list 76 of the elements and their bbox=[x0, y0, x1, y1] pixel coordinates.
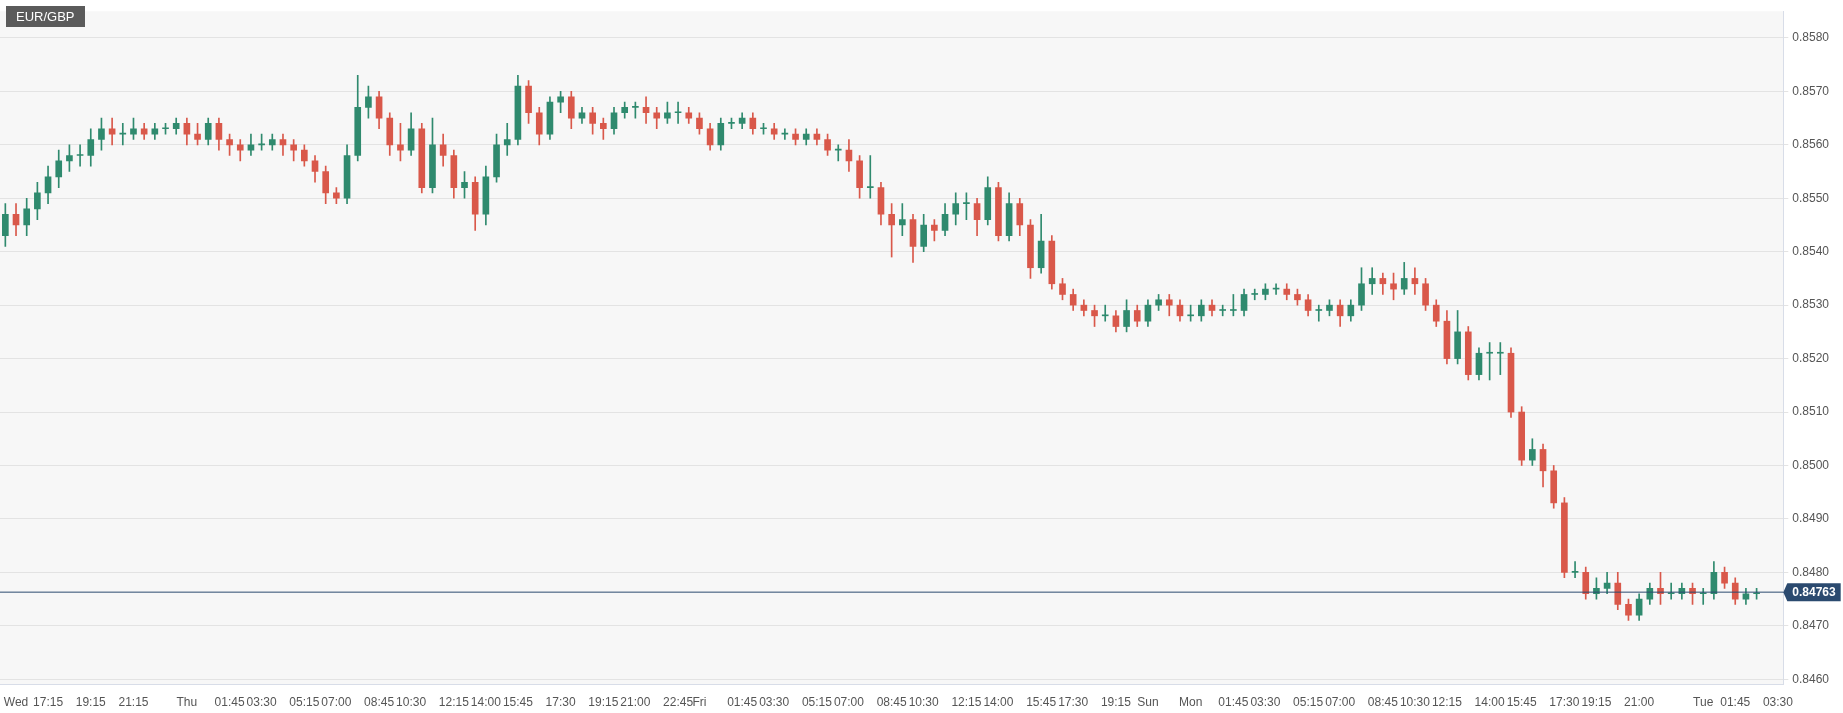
x-tick-label: Tue bbox=[1693, 695, 1714, 710]
x-tick-label: 17:30 bbox=[1549, 695, 1580, 710]
candlestick bbox=[1571, 561, 1579, 579]
x-tick-label: 07:00 bbox=[321, 695, 352, 710]
x-tick-label: 19:15 bbox=[1581, 695, 1612, 710]
x-tick-label: Fri bbox=[692, 695, 707, 710]
candlestick bbox=[866, 155, 874, 199]
x-tick-label: 01:45 bbox=[1218, 695, 1249, 710]
x-tick-label: 10:30 bbox=[396, 695, 427, 710]
chart-title: EUR/GBP bbox=[6, 6, 85, 27]
x-tick-label: 07:00 bbox=[1325, 695, 1356, 710]
x-tick-label: 15:45 bbox=[1026, 695, 1057, 710]
x-tick-label: 14:00 bbox=[470, 695, 502, 710]
candlestick bbox=[76, 144, 84, 167]
x-tick-label: 21:00 bbox=[1624, 695, 1655, 710]
x-tick-label: 03:30 bbox=[1250, 695, 1281, 710]
candlestick bbox=[503, 123, 511, 156]
x-tick-label: 01:45 bbox=[1720, 695, 1751, 710]
x-tick-label: 12:15 bbox=[1431, 695, 1463, 710]
y-tick-label: 0.8480 bbox=[1792, 564, 1830, 579]
candlestick bbox=[899, 203, 906, 236]
y-tick-label: 0.8570 bbox=[1792, 83, 1830, 98]
x-tick-label: 17:15 bbox=[33, 695, 64, 710]
x-tick-label: 03:30 bbox=[759, 695, 790, 710]
y-tick-label: 0.8540 bbox=[1792, 244, 1830, 259]
x-tick-label: 15:45 bbox=[1506, 695, 1538, 710]
candlestick bbox=[1368, 267, 1376, 295]
candlestick bbox=[1251, 288, 1259, 301]
x-tick-label: 19:15 bbox=[1100, 695, 1132, 710]
candlestick bbox=[1411, 267, 1419, 295]
x-tick-label: 05:15 bbox=[289, 695, 320, 710]
x-tick-label: 12:15 bbox=[438, 695, 470, 710]
x-tick-label: 03:30 bbox=[1762, 695, 1794, 710]
x-tick-label: Thu bbox=[176, 695, 198, 710]
x-tick-label: 17:30 bbox=[545, 695, 576, 710]
x-tick-label: 15:45 bbox=[502, 695, 534, 710]
y-tick-label: 0.8580 bbox=[1792, 30, 1830, 45]
y-tick-label: 0.8470 bbox=[1792, 618, 1830, 633]
y-tick-label: 0.8520 bbox=[1792, 350, 1830, 365]
x-tick-label: 14:00 bbox=[983, 695, 1014, 710]
x-tick-label: Sun bbox=[1137, 695, 1159, 710]
x-tick-label: 10:30 bbox=[1399, 695, 1431, 710]
x-tick-label: 19:15 bbox=[75, 695, 107, 710]
x-tick-label: 22:45 bbox=[663, 695, 694, 710]
x-tick-label: 07:00 bbox=[833, 695, 865, 710]
x-tick-label: 08:45 bbox=[876, 695, 907, 710]
y-tick-label: 0.8510 bbox=[1792, 404, 1830, 419]
x-tick-label: 10:30 bbox=[908, 695, 940, 710]
x-tick-label: 21:00 bbox=[620, 695, 651, 710]
x-tick-label: 08:45 bbox=[364, 695, 395, 710]
x-tick-label: 14:00 bbox=[1474, 695, 1505, 710]
candlestick bbox=[1219, 304, 1227, 317]
x-tick-label: 21:15 bbox=[118, 695, 149, 710]
candlestick bbox=[1496, 342, 1504, 375]
y-tick-label: 0.8490 bbox=[1792, 511, 1830, 526]
x-tick-label: 01:45 bbox=[727, 695, 758, 710]
x-tick-label: 05:15 bbox=[1293, 695, 1324, 710]
x-tick-label: Mon bbox=[1178, 695, 1203, 710]
candlestick bbox=[1315, 304, 1323, 322]
x-tick-label: 01:45 bbox=[214, 695, 245, 710]
candlestick bbox=[674, 101, 682, 124]
x-tick-label: 19:15 bbox=[588, 695, 619, 710]
x-tick-label: Wed bbox=[3, 695, 29, 710]
x-tick-label: 12:15 bbox=[951, 695, 982, 710]
x-tick-label: 03:30 bbox=[246, 695, 277, 710]
x-tick-label: 08:45 bbox=[1367, 695, 1399, 710]
y-tick-label: 0.8500 bbox=[1792, 457, 1830, 472]
candlestick bbox=[108, 117, 116, 146]
x-tick-label: 17:30 bbox=[1058, 695, 1089, 710]
x-tick-label: 05:15 bbox=[801, 695, 833, 710]
y-tick-label: 0.8550 bbox=[1792, 190, 1830, 205]
y-tick-label: 0.8460 bbox=[1792, 671, 1830, 686]
candlestick bbox=[642, 96, 650, 124]
ref-line-label: 0.84763 bbox=[1792, 585, 1836, 600]
y-tick-label: 0.8530 bbox=[1792, 297, 1830, 312]
y-tick-label: 0.8560 bbox=[1792, 137, 1830, 152]
